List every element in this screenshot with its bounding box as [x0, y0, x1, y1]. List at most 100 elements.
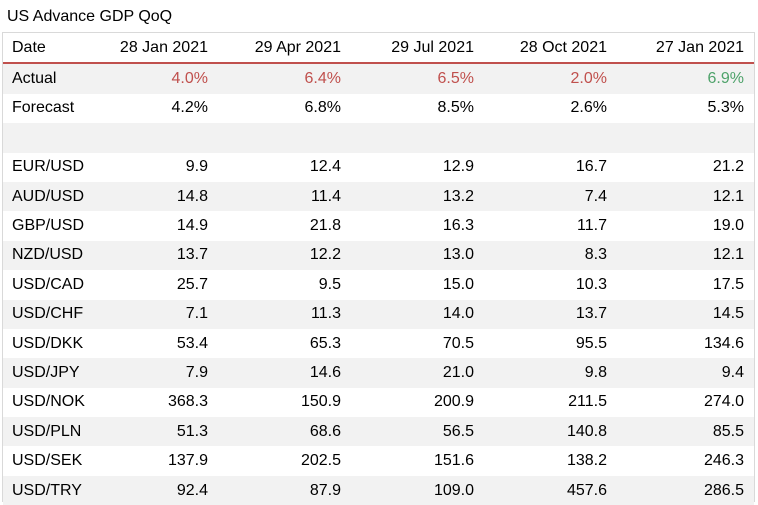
pair-value: 7.1: [84, 299, 218, 329]
pair-value: 8.3: [484, 240, 617, 271]
header-row: Date 28 Jan 2021 29 Apr 2021 29 Jul 2021…: [3, 33, 754, 64]
pair-value: 12.9: [442, 158, 474, 176]
pair-value: 15.0: [442, 275, 474, 293]
row-label: Forecast: [12, 99, 75, 117]
pair-value: 13.2: [351, 181, 484, 212]
pair-value: 16.7: [575, 158, 607, 176]
pair-label: USD/PLN: [3, 417, 84, 447]
pair-label: USD/JPY: [3, 358, 84, 388]
pair-value: 25.7: [176, 275, 208, 293]
forecast-value: 6.8%: [304, 99, 341, 117]
pair-label: GBP/USD: [12, 217, 85, 235]
pair-value: 137.9: [167, 452, 208, 470]
actual-value: 6.9%: [617, 63, 754, 94]
header-date: 28 Oct 2021: [519, 38, 607, 56]
pair-label: USD/CAD: [12, 275, 85, 293]
table-title: US Advance GDP QoQ: [7, 8, 173, 25]
pair-label: NZD/USD: [3, 240, 84, 271]
pair-label: USD/CHF: [3, 299, 84, 329]
pair-value: 200.9: [433, 393, 474, 411]
pair-value: 21.2: [712, 158, 744, 176]
pair-value: 11.4: [218, 181, 351, 212]
pair-row: USD/TRY 92.4 87.9 109.0 457.6 286.5: [3, 475, 754, 505]
pair-value: 12.2: [218, 240, 351, 271]
pair-label: USD/NOK: [12, 393, 85, 411]
pair-value: 10.3: [575, 275, 607, 293]
pair-value: 87.9: [218, 475, 351, 505]
pair-value: 70.5: [442, 334, 474, 352]
pair-value: 21.8: [309, 217, 341, 235]
pair-value: 92.4: [84, 475, 218, 505]
pair-value: 12.4: [309, 158, 341, 176]
pair-value: 246.3: [703, 452, 744, 470]
actual-value: 6.4%: [218, 63, 351, 94]
pair-value: 457.6: [484, 475, 617, 505]
actual-value: 4.0%: [84, 63, 218, 94]
pair-value: 138.2: [566, 452, 607, 470]
pair-row: NZD/USD 13.7 12.2 13.0 8.3 12.1: [3, 240, 754, 271]
pair-row: GBP/USD 14.9 21.8 16.3 11.7 19.0: [3, 211, 754, 240]
header-date: 28 Jan 2021: [119, 38, 208, 56]
pair-value: 85.5: [617, 417, 754, 447]
pair-label: USD/TRY: [3, 475, 84, 505]
pair-row: AUD/USD 14.8 11.4 13.2 7.4 12.1: [3, 181, 754, 212]
pair-value: 7.4: [484, 181, 617, 212]
pair-value: 368.3: [167, 393, 208, 411]
pair-value: 9.5: [318, 275, 341, 293]
pair-row: USD/DKK 53.4 65.3 70.5 95.5 134.6: [3, 329, 754, 358]
pair-value: 150.9: [300, 393, 341, 411]
pair-value: 65.3: [309, 334, 341, 352]
header-date: 29 Jul 2021: [391, 38, 474, 56]
pair-value: 17.5: [712, 275, 744, 293]
pair-value: 11.7: [577, 217, 607, 235]
pair-value: 14.0: [351, 299, 484, 329]
pair-value: 13.7: [484, 299, 617, 329]
pair-row: USD/PLN 51.3 68.6 56.5 140.8 85.5: [3, 417, 754, 447]
pair-label: USD/SEK: [12, 452, 83, 470]
pair-value: 14.9: [176, 217, 208, 235]
pair-label: AUD/USD: [3, 181, 84, 212]
pair-value: 151.6: [433, 452, 474, 470]
pair-value: 14.8: [84, 181, 218, 212]
pair-label: EUR/USD: [12, 158, 85, 176]
pair-row: USD/SEK 137.9 202.5 151.6 138.2 246.3: [3, 446, 754, 475]
forecast-value: 4.2%: [171, 99, 208, 117]
row-label: Actual: [3, 63, 84, 94]
pair-value: 11.3: [218, 299, 351, 329]
gdp-table: Date 28 Jan 2021 29 Apr 2021 29 Jul 2021…: [3, 33, 754, 505]
pair-value: 53.4: [176, 334, 208, 352]
actual-value: 6.5%: [351, 63, 484, 94]
pair-value: 140.8: [484, 417, 617, 447]
forecast-row: Forecast 4.2% 6.8% 8.5% 2.6% 5.3%: [3, 94, 754, 123]
pair-value: 14.6: [218, 358, 351, 388]
pair-value: 211.5: [568, 393, 607, 411]
pair-row: USD/CHF 7.1 11.3 14.0 13.7 14.5: [3, 299, 754, 329]
header-date: 29 Apr 2021: [254, 38, 341, 56]
actual-value: 2.0%: [484, 63, 617, 94]
pair-value: 14.5: [617, 299, 754, 329]
pair-value: 9.4: [617, 358, 754, 388]
pair-value: 19.0: [712, 217, 744, 235]
pair-value: 7.9: [84, 358, 218, 388]
pair-value: 68.6: [218, 417, 351, 447]
forecast-value: 5.3%: [707, 99, 744, 117]
pair-value: 9.9: [185, 158, 208, 176]
forecast-value: 2.6%: [570, 99, 607, 117]
pair-value: 56.5: [351, 417, 484, 447]
spacer-row: [3, 123, 754, 153]
pair-value: 109.0: [351, 475, 484, 505]
pair-value: 274.0: [703, 393, 744, 411]
header-date: 27 Jan 2021: [655, 38, 744, 56]
pair-value: 12.1: [617, 240, 754, 271]
pair-row: USD/CAD 25.7 9.5 15.0 10.3 17.5: [3, 270, 754, 299]
pair-value: 12.1: [617, 181, 754, 212]
pair-value: 13.7: [84, 240, 218, 271]
pair-row: USD/JPY 7.9 14.6 21.0 9.8 9.4: [3, 358, 754, 388]
pair-row: EUR/USD 9.9 12.4 12.9 16.7 21.2: [3, 153, 754, 182]
pair-value: 51.3: [84, 417, 218, 447]
header-label: Date: [12, 38, 46, 56]
pair-value: 286.5: [617, 475, 754, 505]
pair-value: 95.5: [575, 334, 607, 352]
pair-value: 202.5: [300, 452, 341, 470]
pair-row: USD/NOK 368.3 150.9 200.9 211.5 274.0: [3, 388, 754, 417]
